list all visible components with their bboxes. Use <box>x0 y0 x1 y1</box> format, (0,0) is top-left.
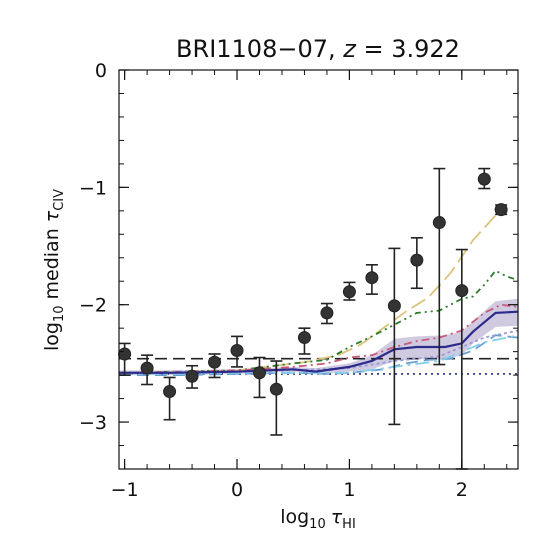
axis-ticks: −1 0 1 2 −3 −2 −1 0 <box>79 60 518 501</box>
data-point <box>118 342 132 376</box>
data-point <box>208 353 222 379</box>
point-marker <box>342 285 356 299</box>
point-marker <box>477 172 491 186</box>
y-tick-label: −3 <box>79 412 107 434</box>
x-tick-label: −1 <box>111 479 139 501</box>
point-marker <box>269 382 283 396</box>
data-point <box>432 167 446 366</box>
point-marker <box>455 284 469 298</box>
model-line-7 <box>119 310 519 374</box>
y-tick-label: −1 <box>79 177 107 199</box>
data-point <box>297 327 311 355</box>
data-point <box>455 248 469 470</box>
point-marker <box>252 366 266 380</box>
plot-frame <box>118 69 519 470</box>
y-axis-label: log10 median τCIV <box>41 189 67 351</box>
data-point <box>365 264 379 295</box>
data-point <box>477 167 491 190</box>
model-line-3 <box>118 303 519 374</box>
model-lines <box>118 209 519 376</box>
data-point <box>269 360 283 436</box>
point-marker <box>432 216 446 230</box>
point-marker <box>163 385 177 399</box>
x-tick-label: 1 <box>343 479 355 501</box>
data-point <box>387 247 401 426</box>
model-line-6 <box>119 334 519 375</box>
point-marker <box>118 347 132 361</box>
data-point <box>185 364 199 389</box>
chart-title: BRI1108−07, z = 3.922 <box>176 35 460 63</box>
point-marker <box>185 369 199 383</box>
data-points <box>118 167 508 470</box>
point-marker <box>320 306 334 320</box>
model-line-4 <box>119 334 519 376</box>
point-marker <box>297 331 311 345</box>
y-tick-label: −2 <box>79 295 107 317</box>
data-point <box>494 203 508 217</box>
model-line-2 <box>118 269 519 374</box>
data-point <box>140 354 154 386</box>
point-marker <box>208 355 222 369</box>
model-line-1 <box>118 209 508 374</box>
point-marker <box>387 299 401 313</box>
point-marker <box>365 271 379 285</box>
y-tick-label: 0 <box>95 60 107 82</box>
x-axis-label: log10 τHI <box>280 506 356 532</box>
data-point <box>230 335 244 368</box>
x-tick-label: 0 <box>231 479 243 501</box>
data-point <box>342 281 356 301</box>
data-point <box>320 302 334 325</box>
point-marker <box>410 253 424 267</box>
model-range-band <box>119 298 518 376</box>
x-tick-label: 2 <box>456 479 468 501</box>
point-marker <box>140 361 154 375</box>
data-point <box>410 237 424 290</box>
point-marker <box>230 343 244 357</box>
band-layer <box>119 298 518 376</box>
data-point <box>252 356 266 399</box>
point-marker <box>494 203 508 217</box>
plot-area <box>118 167 519 470</box>
data-point <box>163 376 177 421</box>
